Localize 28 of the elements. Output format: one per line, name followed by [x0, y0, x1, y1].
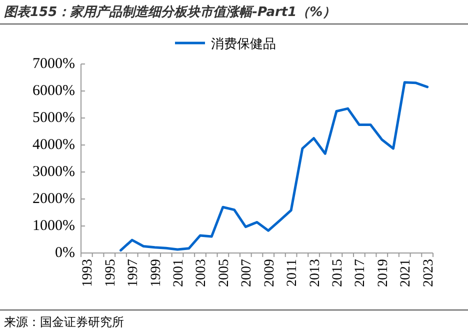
x-tick-label: 2005: [216, 259, 232, 287]
legend-label: 消费保健品: [211, 37, 276, 52]
x-tick-label: 2013: [308, 259, 323, 287]
x-tick-label: 1995: [103, 259, 118, 287]
x-tick-label: 2003: [194, 259, 210, 287]
y-tick-label: 1000%: [32, 218, 75, 234]
line-series: [119, 81, 429, 252]
source-note: 来源：国金证券研究所: [4, 315, 124, 329]
x-tick-label: 2021: [398, 259, 414, 287]
x-tick-label: 2017: [353, 259, 368, 287]
x-tick-label: 1999: [148, 259, 164, 287]
y-tick-label: 0%: [55, 245, 75, 261]
y-tick-label: 6000%: [32, 83, 75, 99]
x-tick-label: 2019: [376, 259, 391, 287]
y-tick-label: 7000%: [32, 56, 75, 72]
x-tick-label: 2001: [172, 259, 187, 287]
x-tick-label: 2007: [240, 259, 255, 287]
x-tick-label: 1993: [80, 259, 96, 287]
x-tick-label: 2015: [330, 259, 346, 287]
y-tick-label: 2000%: [32, 191, 75, 207]
chart-title: 图表155：家用产品制造细分板块市值涨幅-Part1（%）: [4, 4, 336, 20]
x-tick-label: 1997: [126, 259, 142, 287]
x-tick-label: 2023: [421, 259, 436, 287]
y-tick-label: 4000%: [32, 137, 75, 153]
y-tick-label: 3000%: [32, 164, 75, 180]
y-tick-label: 5000%: [32, 110, 75, 126]
x-tick-label: 2011: [285, 259, 300, 286]
x-tick-label: 2009: [262, 259, 278, 287]
